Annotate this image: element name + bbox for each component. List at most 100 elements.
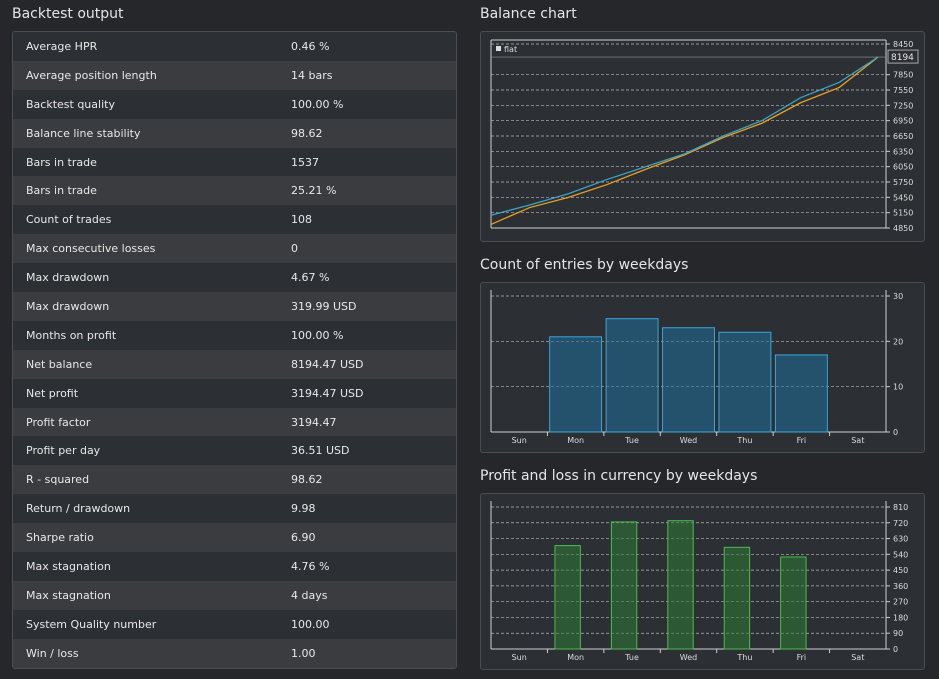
entries-chart-title: Count of entries by weekdays [480,257,689,273]
y-tick-label: 450 [893,566,908,575]
x-tick-label: Wed [680,436,697,445]
stat-label: Return / drawdown [26,502,131,516]
pnl-chart-panel: 0 90 180 270 360 450 540 630 720 810 Sun Mon Tue Wed T… [480,493,925,670]
balance-chart: 4850 5150 5450 5750 6050 6350 6650 6950 7250 7550… [490,39,919,233]
stat-label: Net profit [26,386,79,400]
y-tick-label: 20 [893,337,903,346]
stat-label: Bars in trade [26,155,97,169]
stat-value: 4 days [291,588,328,602]
stat-row: Net profit 3194.47 USD [13,378,456,408]
stat-label: R - squared [26,473,90,487]
x-tick-label: Mon [567,653,584,662]
stat-value: 4.76 % [291,559,330,573]
stat-value: 0.46 % [291,39,330,53]
bar-mon [554,545,581,650]
stat-row: Return / drawdown 9.98 [13,494,456,524]
y-tick-label: 6950 [893,117,913,126]
stat-value: 8194.47 USD [291,357,364,371]
backtest-stats-table: Average HPR 0.46 % Average position length… [12,31,457,669]
y-tick-label: 0 [893,428,898,437]
x-tick-label: Mon [567,436,584,445]
y-tick-label: 7250 [893,101,913,110]
y-tick-label: 4850 [893,224,913,233]
stat-row: Bars in trade 1537 [13,147,456,177]
entries-chart-panel: 0 10 20 30 Sun Mon Tue Wed Thu Fri Sat [480,282,925,453]
y-tick-label: 10 [893,383,903,392]
stat-label: Balance line stability [26,126,141,140]
stat-value: 3194.47 [291,415,337,429]
stat-value: 6.90 [291,531,316,545]
stat-row: Count of trades 108 [13,205,456,235]
y-tick-label: 7850 [893,71,913,80]
stat-row: Average HPR 0.46 % [13,32,456,61]
stat-value: 319.99 USD [291,299,357,313]
entries-chart: 0 10 20 30 Sun Mon Tue Wed Thu Fri Sat [490,290,903,445]
stat-label: Win / loss [26,646,79,660]
y-tick-label: 810 [893,503,908,512]
stat-row: Net balance 8194.47 USD [13,349,456,379]
stat-label: Count of trades [26,213,112,227]
y-tick-label: 5450 [893,193,913,202]
stat-label: Max stagnation [26,588,111,602]
stat-row: Max stagnation 4.76 % [13,552,456,581]
x-tick-label: Wed [680,653,697,662]
stat-row: Profit per day 36.51 USD [13,436,456,466]
stat-value: 98.62 [291,473,323,487]
bar-thu [723,546,751,650]
stat-label: Sharpe ratio [26,531,94,545]
stat-label: Max drawdown [26,271,110,285]
balance-series-line [490,56,879,226]
x-tick-label: Sun [512,436,527,445]
x-tick-label: Thu [736,436,752,445]
stat-label: Backtest quality [26,97,115,111]
stat-value: 100.00 % [291,97,344,111]
pnl-chart-title: Profit and loss in currency by weekdays [480,468,758,484]
balance-series-line [490,56,879,216]
backtest-title: Backtest output [12,6,124,22]
balance-chart-title: Balance chart [480,6,577,22]
x-tick-label: Fri [797,436,807,445]
bar-fri [774,354,828,433]
x-tick-label: Tue [624,653,639,662]
x-tick-label: Tue [624,436,639,445]
stat-label: Max drawdown [26,299,110,313]
bar-wed [662,327,715,433]
pnl-chart: 0 90 180 270 360 450 540 630 720 810 Sun Mon Tue Wed T… [490,501,908,662]
stat-row: Balance line stability 98.62 [13,118,456,148]
y-tick-label: 6050 [893,163,913,172]
y-tick-label: 720 [893,519,908,528]
stat-row: System Quality number 100.00 [13,609,456,639]
stat-label: System Quality number [26,617,157,631]
stat-label: Months on profit [26,328,117,342]
y-tick-label: 540 [893,550,908,559]
stat-value: 25.21 % [291,184,337,198]
legend-label: flat [504,45,517,54]
stat-value: 100.00 [291,617,330,631]
stat-label: Max stagnation [26,559,111,573]
y-tick-label: 5150 [893,209,913,218]
y-tick-label: 270 [893,598,908,607]
stat-row: Max drawdown 4.67 % [13,263,456,293]
stat-row: Months on profit 100.00 % [13,320,456,350]
stat-label: Profit per day [26,444,101,458]
balance-chart-panel: 4850 5150 5450 5750 6050 6350 6650 6950 7250 7550… [480,31,925,242]
bar-tue [610,521,638,650]
legend-swatch [496,46,501,51]
stat-row: Average position length 14 bars [13,60,456,90]
stat-label: Average position length [26,68,157,82]
x-tick-label: Fri [797,653,807,662]
bar-wed [667,520,694,650]
y-tick-label: 30 [893,292,903,301]
stat-row: Win / loss 1.00 [13,638,456,668]
bar-mon [549,336,603,433]
x-tick-label: Thu [736,653,752,662]
stat-value: 1.00 [291,646,316,660]
current-value-label: 8194 [891,53,914,63]
bar-thu [718,331,772,433]
y-tick-label: 90 [893,629,903,638]
stat-value: 3194.47 USD [291,386,364,400]
y-tick-label: 180 [893,613,908,622]
stat-label: Profit factor [26,415,91,429]
stat-value: 14 bars [291,68,333,82]
y-tick-label: 6650 [893,132,913,141]
